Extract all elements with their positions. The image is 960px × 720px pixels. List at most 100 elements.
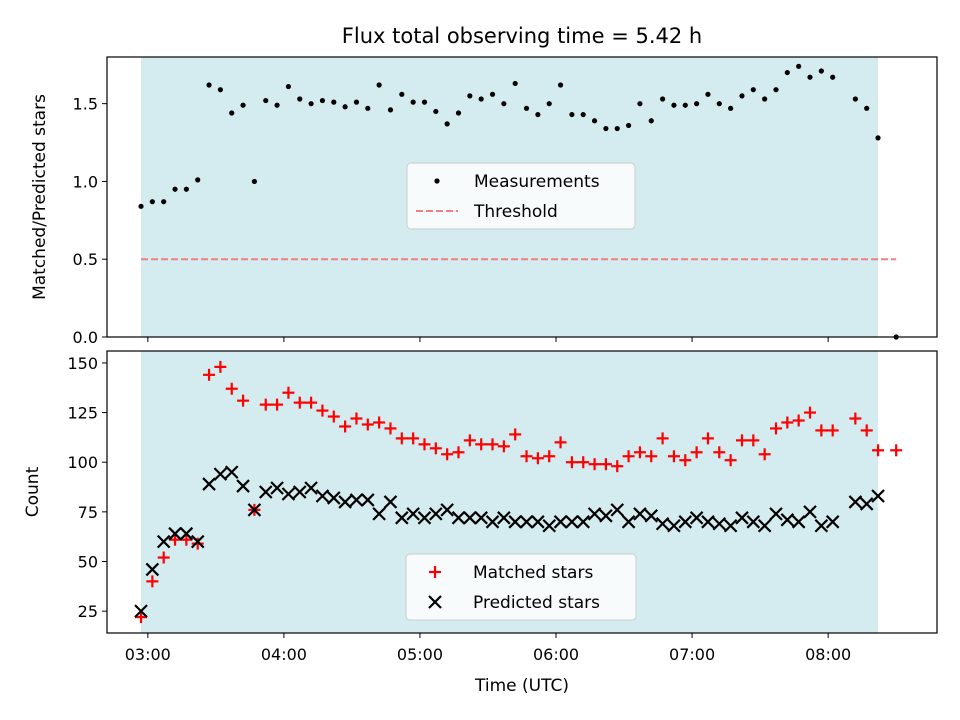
matched-star-point: [146, 575, 159, 588]
matched-star-point: [225, 382, 238, 395]
measurement-point: [807, 74, 813, 80]
legend-measurements-label: Measurements: [474, 172, 600, 192]
predicted-star-point: [723, 518, 738, 533]
y-tick-label: 75: [78, 503, 98, 522]
legend-predicted-marker: [428, 595, 442, 609]
matched-star-point: [599, 458, 612, 471]
predicted-star-point: [202, 477, 216, 491]
measurement-point: [353, 99, 360, 105]
matched-star-point: [418, 438, 431, 451]
matched-star-point: [724, 454, 737, 467]
legend-measurements-marker: [434, 178, 440, 184]
measurement-point: [195, 177, 201, 183]
measurement-point: [455, 110, 462, 116]
predicted-star-point: [848, 495, 863, 509]
predicted-star-point: [304, 481, 318, 495]
measurement-point: [625, 122, 632, 129]
predicted-star-point: [247, 503, 262, 517]
bottom-panel-y-label: Count: [23, 466, 43, 517]
matched-star-point: [588, 458, 601, 471]
matched-star-point: [860, 424, 873, 437]
top-panel-y-label: Matched/Predicted stars: [30, 94, 50, 300]
predicted-star-point: [746, 515, 761, 529]
predicted-star-point: [871, 489, 885, 503]
matched-star-point: [486, 438, 499, 451]
measurement-point: [569, 111, 575, 118]
y-tick-label: 50: [78, 553, 98, 572]
y-tick-label: 100: [67, 453, 98, 472]
measurement-point: [535, 111, 541, 118]
predicted-star-point: [667, 518, 681, 533]
y-tick-label: 125: [67, 404, 98, 423]
measurement-point: [251, 178, 258, 185]
y-tick-label: 1.5: [73, 95, 98, 114]
measurement-point: [217, 87, 223, 93]
predicted-star-point: [474, 511, 488, 525]
measurement-point: [773, 87, 779, 93]
measurement-point: [172, 186, 178, 192]
predicted-star-point: [791, 515, 806, 529]
measurement-point: [762, 96, 768, 102]
matched-star-point: [565, 456, 578, 469]
matched-star-point: [554, 436, 567, 449]
matched-star-point: [656, 432, 669, 445]
matched-star-point: [890, 444, 903, 457]
predicted-star-point: [508, 515, 522, 529]
measurement-point: [739, 93, 745, 99]
y-tick-label: 1.0: [73, 172, 98, 191]
matched-star-point: [373, 416, 386, 429]
matched-star-point: [815, 424, 828, 437]
measurement-point: [229, 110, 235, 116]
matched-star-point: [531, 452, 544, 465]
bottom-legend: Matched stars Predicted stars: [405, 553, 637, 621]
matched-star-point: [384, 422, 397, 435]
bottom-panel-frame: [106, 350, 938, 634]
matched-star-point: [191, 537, 204, 550]
measurement-point: [410, 99, 416, 105]
measurement-point: [365, 105, 371, 111]
matched-star-point: [441, 448, 454, 461]
predicted-star-point: [417, 511, 432, 525]
matched-star-point: [577, 456, 590, 469]
predicted-star-point: [689, 511, 704, 525]
measurement-point: [875, 135, 881, 141]
predicted-star-point: [485, 515, 500, 529]
matched-star-point: [407, 432, 420, 445]
matched-star-point: [327, 410, 340, 423]
measurement-point: [796, 63, 802, 69]
predicted-star-point: [825, 515, 840, 529]
measurement-point: [512, 80, 518, 87]
predicted-star-point: [156, 534, 171, 549]
matched-star-point: [872, 444, 885, 457]
measurement-point: [342, 104, 348, 110]
predicted-star-point: [610, 503, 625, 517]
measurement-point: [648, 118, 654, 124]
measurement-point: [285, 83, 292, 90]
matched-star-point: [316, 404, 329, 417]
measurement-point: [467, 93, 473, 99]
predicted-star-point: [519, 515, 534, 529]
x-tick-label: 08:00: [805, 645, 851, 664]
predicted-star-point: [814, 518, 829, 533]
matched-star-point: [792, 414, 805, 427]
matched-star-point: [339, 420, 352, 433]
predicted-star-point: [531, 515, 545, 529]
predicted-star-point: [349, 493, 364, 507]
measurement-point: [149, 199, 155, 205]
measurement-point: [682, 102, 688, 108]
measurement-point: [297, 96, 303, 102]
matched-star-point: [509, 428, 522, 441]
matched-star-point: [271, 398, 284, 411]
matched-star-point: [237, 394, 250, 407]
matched-star-point: [543, 450, 556, 463]
predicted-star-point: [451, 511, 466, 525]
measurement-point: [750, 87, 756, 93]
matched-star-point: [135, 611, 148, 624]
matched-star-point: [713, 446, 726, 459]
bottom-panel: 25 50 75 100 125 150 03:00 04:00 05:00 06:00 07:0…: [23, 350, 938, 696]
measurement-point: [263, 97, 269, 104]
matched-star-point: [679, 454, 692, 467]
matched-star-point: [350, 412, 363, 425]
predicted-star-point: [338, 495, 352, 509]
